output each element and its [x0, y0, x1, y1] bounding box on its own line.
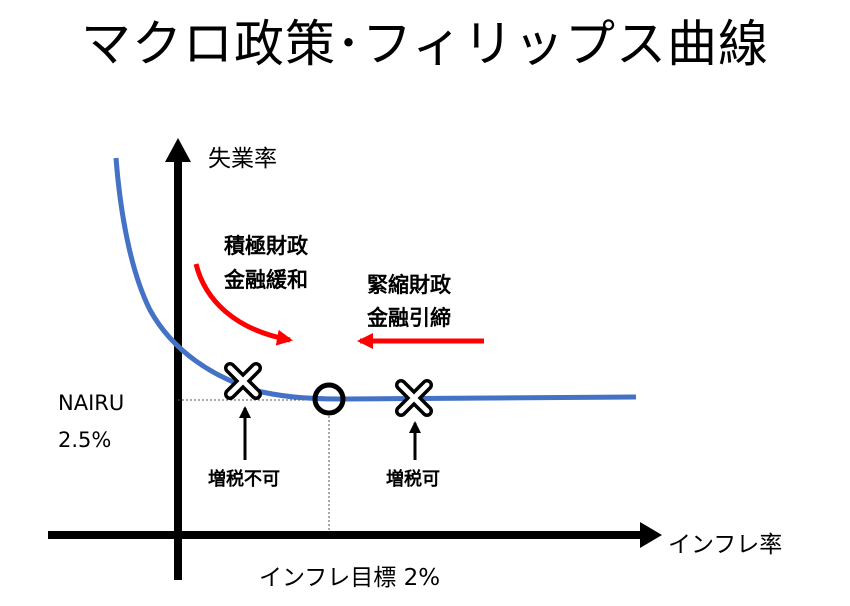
nairu-label: NAIRU	[58, 391, 124, 415]
inflation-target-point	[312, 382, 346, 416]
expansionary-policy-arrow	[193, 263, 293, 346]
y-axis-arrowhead	[165, 138, 191, 162]
left-policy-line2: 金融緩和	[223, 268, 308, 292]
right-policy-line2: 金融引締	[366, 306, 451, 330]
page-title: マクロ政策･フィリップス曲線	[81, 15, 769, 73]
nairu-value: 2.5%	[58, 428, 111, 452]
right-policy-line1: 緊縮財政	[367, 273, 452, 297]
x-axis-arrowhead	[640, 522, 662, 548]
right-cross-marker-icon	[395, 379, 433, 417]
y-axis-label: 失業率	[208, 146, 277, 172]
phillips-curve	[113, 157, 637, 402]
left-cross-marker-icon	[224, 362, 262, 400]
left-marker-label: 増税不可	[208, 468, 280, 490]
inflation-target-label: インフレ目標 2%	[259, 565, 440, 591]
left-policy-line1: 積極財政	[224, 234, 309, 258]
x-axis-label: インフレ率	[668, 532, 782, 558]
right-marker-label: 増税可	[386, 468, 440, 490]
